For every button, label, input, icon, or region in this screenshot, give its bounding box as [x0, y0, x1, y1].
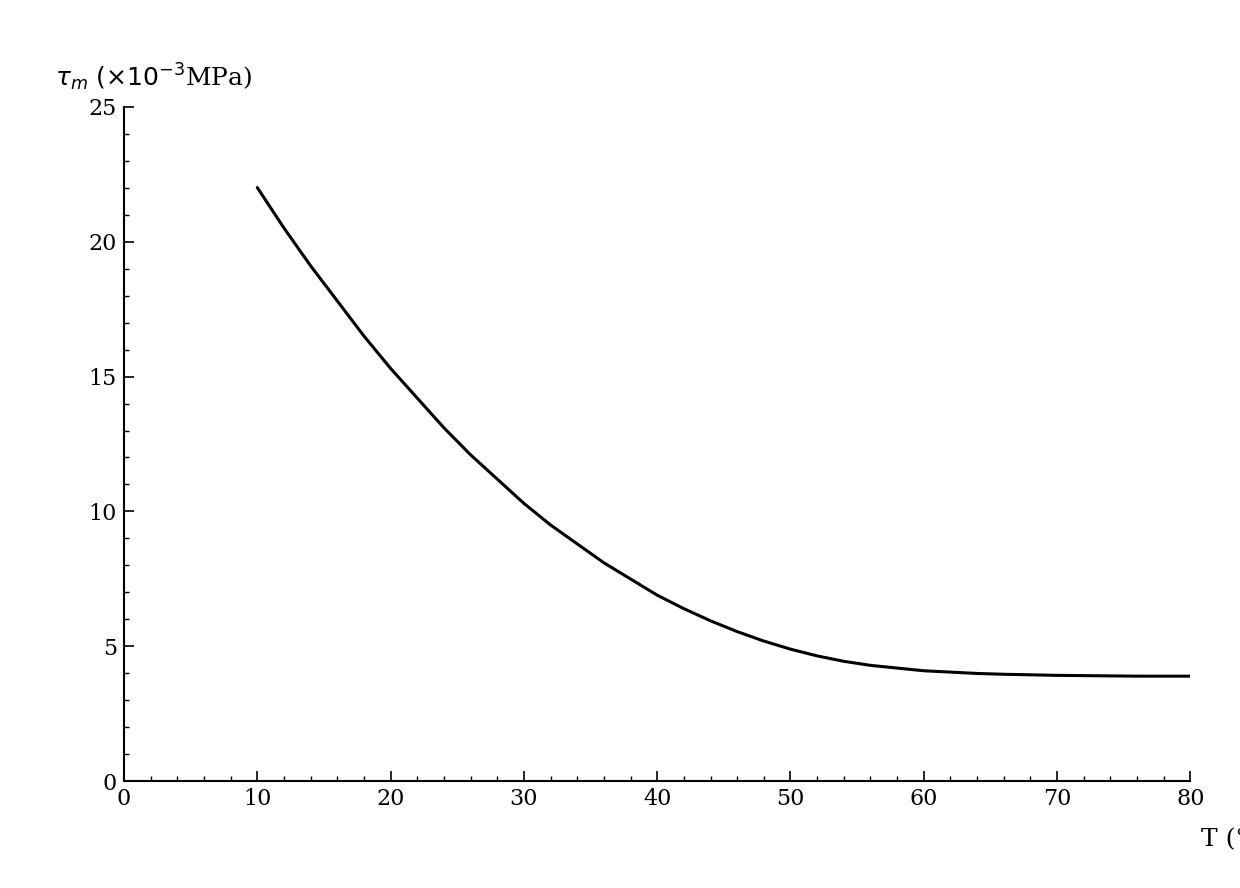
Text: $\tau_m\ (\times 10^{-3}$MPa): $\tau_m\ (\times 10^{-3}$MPa)	[55, 61, 252, 93]
Text: T (°C): T (°C)	[1202, 829, 1240, 852]
